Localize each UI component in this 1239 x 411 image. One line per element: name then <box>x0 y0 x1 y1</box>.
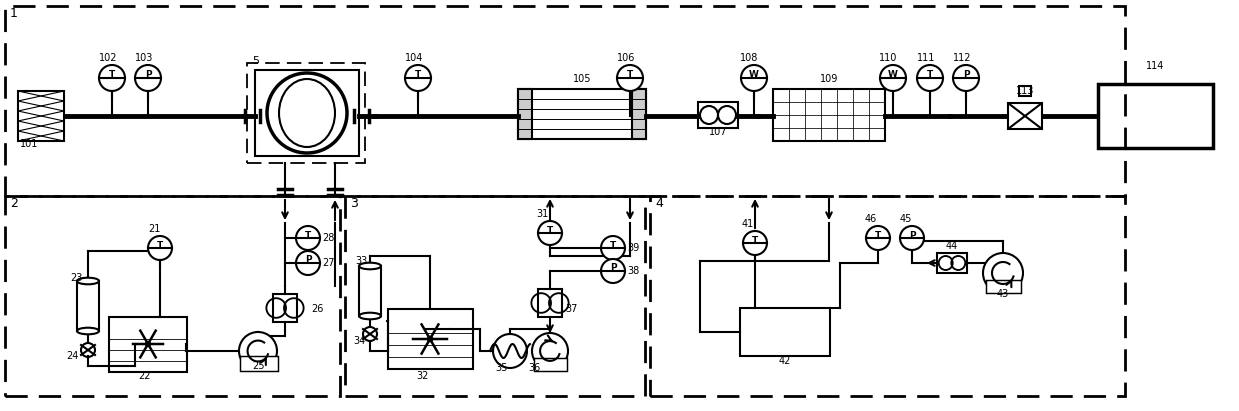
Text: 33: 33 <box>356 256 367 266</box>
Text: 24: 24 <box>66 351 78 361</box>
Text: 46: 46 <box>865 214 877 224</box>
Text: T: T <box>875 231 881 240</box>
Text: 5: 5 <box>252 56 259 66</box>
Text: T: T <box>415 70 421 79</box>
Text: 107: 107 <box>709 127 727 137</box>
Text: 104: 104 <box>405 53 424 63</box>
Circle shape <box>427 336 432 342</box>
Bar <box>240 356 278 371</box>
Text: 23: 23 <box>69 273 82 283</box>
Text: 35: 35 <box>496 363 508 373</box>
Text: 39: 39 <box>627 243 639 253</box>
Polygon shape <box>518 89 532 139</box>
Ellipse shape <box>359 263 382 269</box>
Text: 36: 36 <box>528 363 540 373</box>
Circle shape <box>601 259 624 283</box>
Circle shape <box>983 253 1023 293</box>
Circle shape <box>900 226 924 250</box>
Text: T: T <box>546 226 553 235</box>
Text: 44: 44 <box>945 241 958 251</box>
Text: W: W <box>750 70 760 79</box>
Circle shape <box>880 65 906 91</box>
Circle shape <box>601 236 624 260</box>
Text: 101: 101 <box>20 139 38 149</box>
Polygon shape <box>632 89 646 139</box>
Text: 111: 111 <box>917 53 935 63</box>
Text: W: W <box>888 70 898 79</box>
Text: 37: 37 <box>565 304 577 314</box>
Text: 4: 4 <box>655 197 663 210</box>
Text: T: T <box>305 231 311 240</box>
Text: 28: 28 <box>322 233 335 243</box>
Text: T: T <box>627 70 633 79</box>
Text: T: T <box>927 70 933 79</box>
Circle shape <box>239 332 278 370</box>
Bar <box>19 91 64 141</box>
Text: T: T <box>109 70 115 79</box>
Text: 45: 45 <box>900 214 912 224</box>
Bar <box>534 358 567 371</box>
Text: 42: 42 <box>779 356 792 366</box>
Text: 31: 31 <box>536 209 548 219</box>
Circle shape <box>617 65 643 91</box>
Text: 2: 2 <box>10 197 17 210</box>
Text: 108: 108 <box>740 53 758 63</box>
Circle shape <box>147 236 172 260</box>
Text: 3: 3 <box>349 197 358 210</box>
Circle shape <box>917 65 943 91</box>
Text: 110: 110 <box>878 53 897 63</box>
Text: 43: 43 <box>997 289 1010 299</box>
Text: 21: 21 <box>147 224 160 234</box>
Text: P: P <box>145 70 151 79</box>
Circle shape <box>405 65 431 91</box>
Ellipse shape <box>77 278 99 284</box>
Text: 32: 32 <box>416 371 429 381</box>
Text: T: T <box>752 236 758 245</box>
Circle shape <box>741 65 767 91</box>
Circle shape <box>953 65 979 91</box>
Text: 106: 106 <box>617 53 636 63</box>
Circle shape <box>296 226 320 250</box>
Text: 34: 34 <box>353 336 366 346</box>
Ellipse shape <box>77 328 99 334</box>
Text: T: T <box>610 240 616 249</box>
Text: 41: 41 <box>742 219 755 229</box>
Polygon shape <box>1009 103 1025 129</box>
Text: 38: 38 <box>627 266 639 276</box>
Text: P: P <box>610 263 616 272</box>
Circle shape <box>135 65 161 91</box>
Text: P: P <box>963 70 969 79</box>
Text: 105: 105 <box>572 74 591 84</box>
Text: T: T <box>157 240 164 249</box>
Circle shape <box>266 73 347 153</box>
Text: 27: 27 <box>322 258 335 268</box>
Circle shape <box>99 65 125 91</box>
Ellipse shape <box>359 313 382 319</box>
Circle shape <box>538 221 563 245</box>
Circle shape <box>866 226 890 250</box>
Polygon shape <box>1025 103 1042 129</box>
Text: 109: 109 <box>820 74 839 84</box>
Text: 112: 112 <box>953 53 971 63</box>
Text: 113: 113 <box>1016 86 1035 96</box>
Bar <box>986 280 1021 293</box>
Circle shape <box>145 341 151 347</box>
Text: P: P <box>305 256 311 265</box>
Circle shape <box>296 251 320 275</box>
Circle shape <box>532 333 567 369</box>
Text: 103: 103 <box>135 53 154 63</box>
Text: P: P <box>908 231 916 240</box>
Circle shape <box>743 231 767 255</box>
Text: 22: 22 <box>138 371 150 381</box>
Text: 1: 1 <box>10 7 17 20</box>
Text: 26: 26 <box>311 304 323 314</box>
Text: 25: 25 <box>252 361 264 371</box>
Text: 102: 102 <box>99 53 118 63</box>
Text: 114: 114 <box>1146 61 1165 71</box>
